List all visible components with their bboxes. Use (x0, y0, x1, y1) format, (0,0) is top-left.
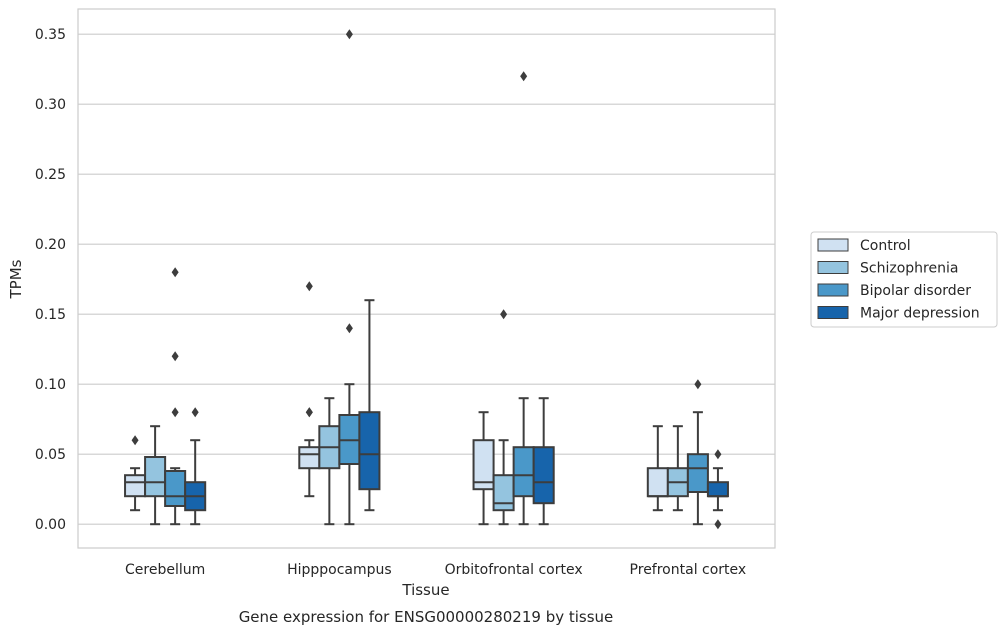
legend-frame (810, 231, 998, 328)
legend-swatch-2 (817, 283, 849, 297)
box-body (512, 446, 535, 498)
gridlines (78, 33, 775, 525)
box-2-0 (472, 411, 495, 526)
box-1-0 (298, 281, 321, 498)
outlier-point-0 (191, 407, 199, 418)
box-3-1 (666, 425, 689, 512)
box-body (298, 446, 321, 470)
box-0-2 (164, 267, 187, 526)
y-axis-title: TPMs (7, 259, 25, 299)
x-axis-title: Tissue (401, 581, 449, 599)
outlier-point-0 (500, 309, 508, 320)
y-tick-label-3: 0.15 (35, 307, 66, 323)
x-tick-label-3: Prefrontal cortex (630, 562, 747, 578)
outlier-point-1 (345, 29, 353, 40)
y-tick-label-5: 0.25 (35, 167, 66, 183)
outlier-point-0 (714, 519, 722, 530)
box-body (706, 481, 729, 498)
box-body (686, 453, 709, 494)
x-tick-label-2: Orbitofrontal cortex (445, 562, 583, 578)
outlier-point-1 (714, 449, 722, 460)
box-0-3 (184, 407, 207, 526)
y-tick-label-1: 0.05 (35, 447, 66, 463)
box-body (358, 411, 381, 491)
y-tick-label-7: 0.35 (35, 27, 66, 43)
box-2-1 (492, 309, 515, 526)
box-1-2 (338, 29, 361, 526)
y-tick-label-4: 0.20 (35, 237, 66, 253)
y-tick-label-2: 0.10 (35, 377, 66, 393)
outlier-point-0 (345, 323, 353, 334)
outlier-point-1 (171, 351, 179, 362)
legend-swatch-3 (817, 306, 849, 319)
outlier-point-2 (305, 281, 313, 292)
outlier-point-0 (520, 71, 528, 82)
box-body (144, 456, 167, 498)
box-3-0 (646, 425, 669, 512)
box-body (472, 439, 495, 491)
legend: Control Schizophrenia Bipolar disorder Majo… (810, 231, 998, 328)
outlier-point-0 (171, 407, 179, 418)
y-tick-label-6: 0.30 (35, 97, 66, 113)
legend-swatch-0 (817, 238, 849, 252)
outlier-point-0 (694, 379, 702, 390)
x-tick-label-0: Cerebellum (125, 562, 205, 578)
box-3-2 (686, 379, 709, 526)
box-0-1 (144, 425, 167, 526)
box-2-2 (512, 71, 535, 526)
box-body (492, 474, 515, 512)
box-2-3 (532, 397, 555, 526)
x-tick-label-1: Hipppocampus (287, 562, 392, 578)
box-body (164, 470, 187, 507)
box-body (124, 474, 147, 498)
box-body (532, 446, 555, 505)
outlier-point-1 (305, 407, 313, 418)
legend-label-3: Major depression (860, 306, 980, 322)
boxes-layer (124, 29, 729, 530)
box-1-3 (358, 299, 381, 512)
box-1-1 (318, 397, 341, 526)
outlier-point-0 (131, 435, 139, 446)
x-tick-labels: Cerebellum Hipppocampus Orbitofrontal cort… (125, 562, 746, 578)
legend-label-2: Bipolar disorder (860, 283, 971, 299)
box-3-3 (706, 449, 729, 530)
box-body (646, 467, 669, 498)
y-tick-labels: 0.00 0.05 0.10 0.15 0.20 0.25 0.30 0.35 (35, 27, 66, 533)
y-tick-label-0: 0.00 (35, 517, 66, 533)
legend-swatch-1 (817, 261, 849, 274)
legend-label-1: Schizophrenia (860, 261, 958, 277)
outlier-point-2 (171, 267, 179, 278)
plot-frame (77, 8, 776, 549)
legend-label-0: Control (860, 238, 911, 254)
box-0-0 (124, 435, 147, 512)
chart-caption: Gene expression for ENSG00000280219 by t… (239, 608, 614, 626)
